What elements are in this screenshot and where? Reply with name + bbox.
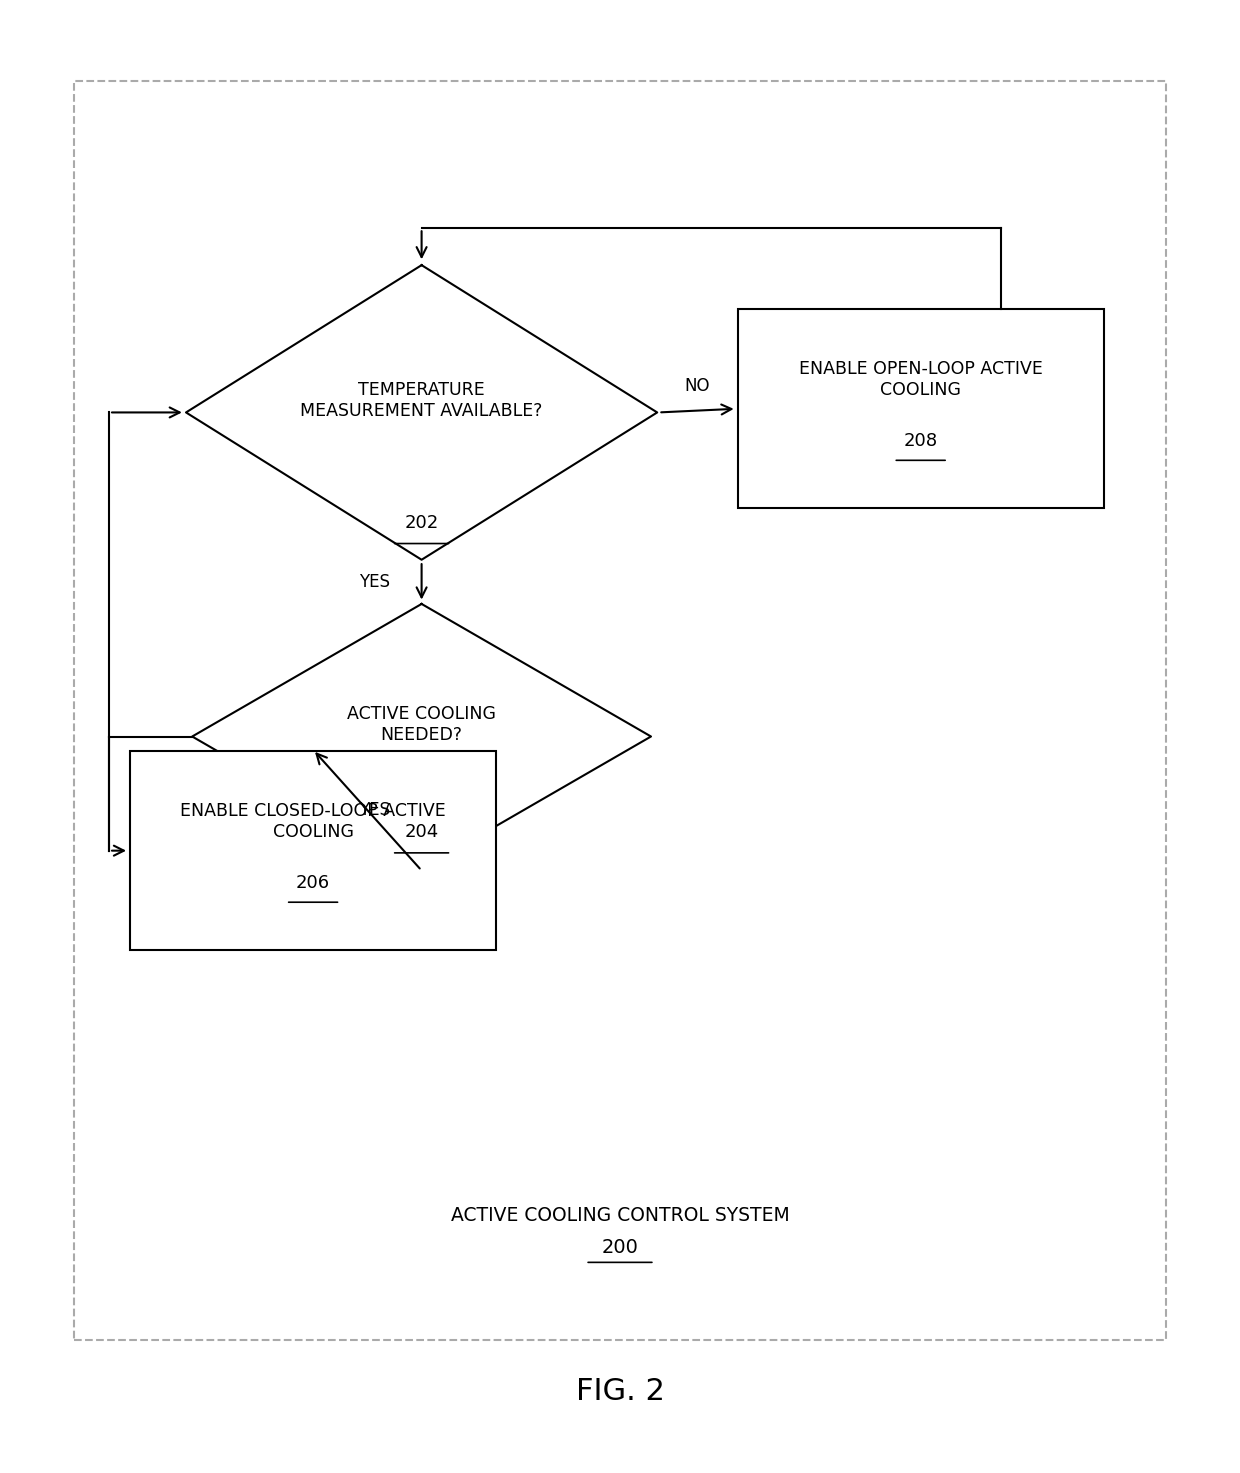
FancyBboxPatch shape [738, 309, 1104, 508]
Text: 208: 208 [904, 432, 937, 451]
Text: ENABLE OPEN-LOOP ACTIVE
COOLING: ENABLE OPEN-LOOP ACTIVE COOLING [799, 359, 1043, 399]
Text: 200: 200 [601, 1239, 639, 1256]
Text: ENABLE CLOSED-LOOP ACTIVE
COOLING: ENABLE CLOSED-LOOP ACTIVE COOLING [180, 801, 446, 841]
Text: FIG. 2: FIG. 2 [575, 1377, 665, 1407]
Text: 206: 206 [296, 873, 330, 893]
Text: ACTIVE COOLING
NEEDED?: ACTIVE COOLING NEEDED? [347, 706, 496, 744]
Text: 204: 204 [404, 823, 439, 841]
Text: NO: NO [684, 377, 711, 395]
FancyBboxPatch shape [130, 751, 496, 950]
Text: ACTIVE COOLING CONTROL SYSTEM: ACTIVE COOLING CONTROL SYSTEM [450, 1206, 790, 1224]
Text: YES: YES [360, 801, 391, 819]
Text: YES: YES [360, 573, 391, 591]
Text: TEMPERATURE
MEASUREMENT AVAILABLE?: TEMPERATURE MEASUREMENT AVAILABLE? [300, 382, 543, 420]
Text: 202: 202 [404, 514, 439, 532]
